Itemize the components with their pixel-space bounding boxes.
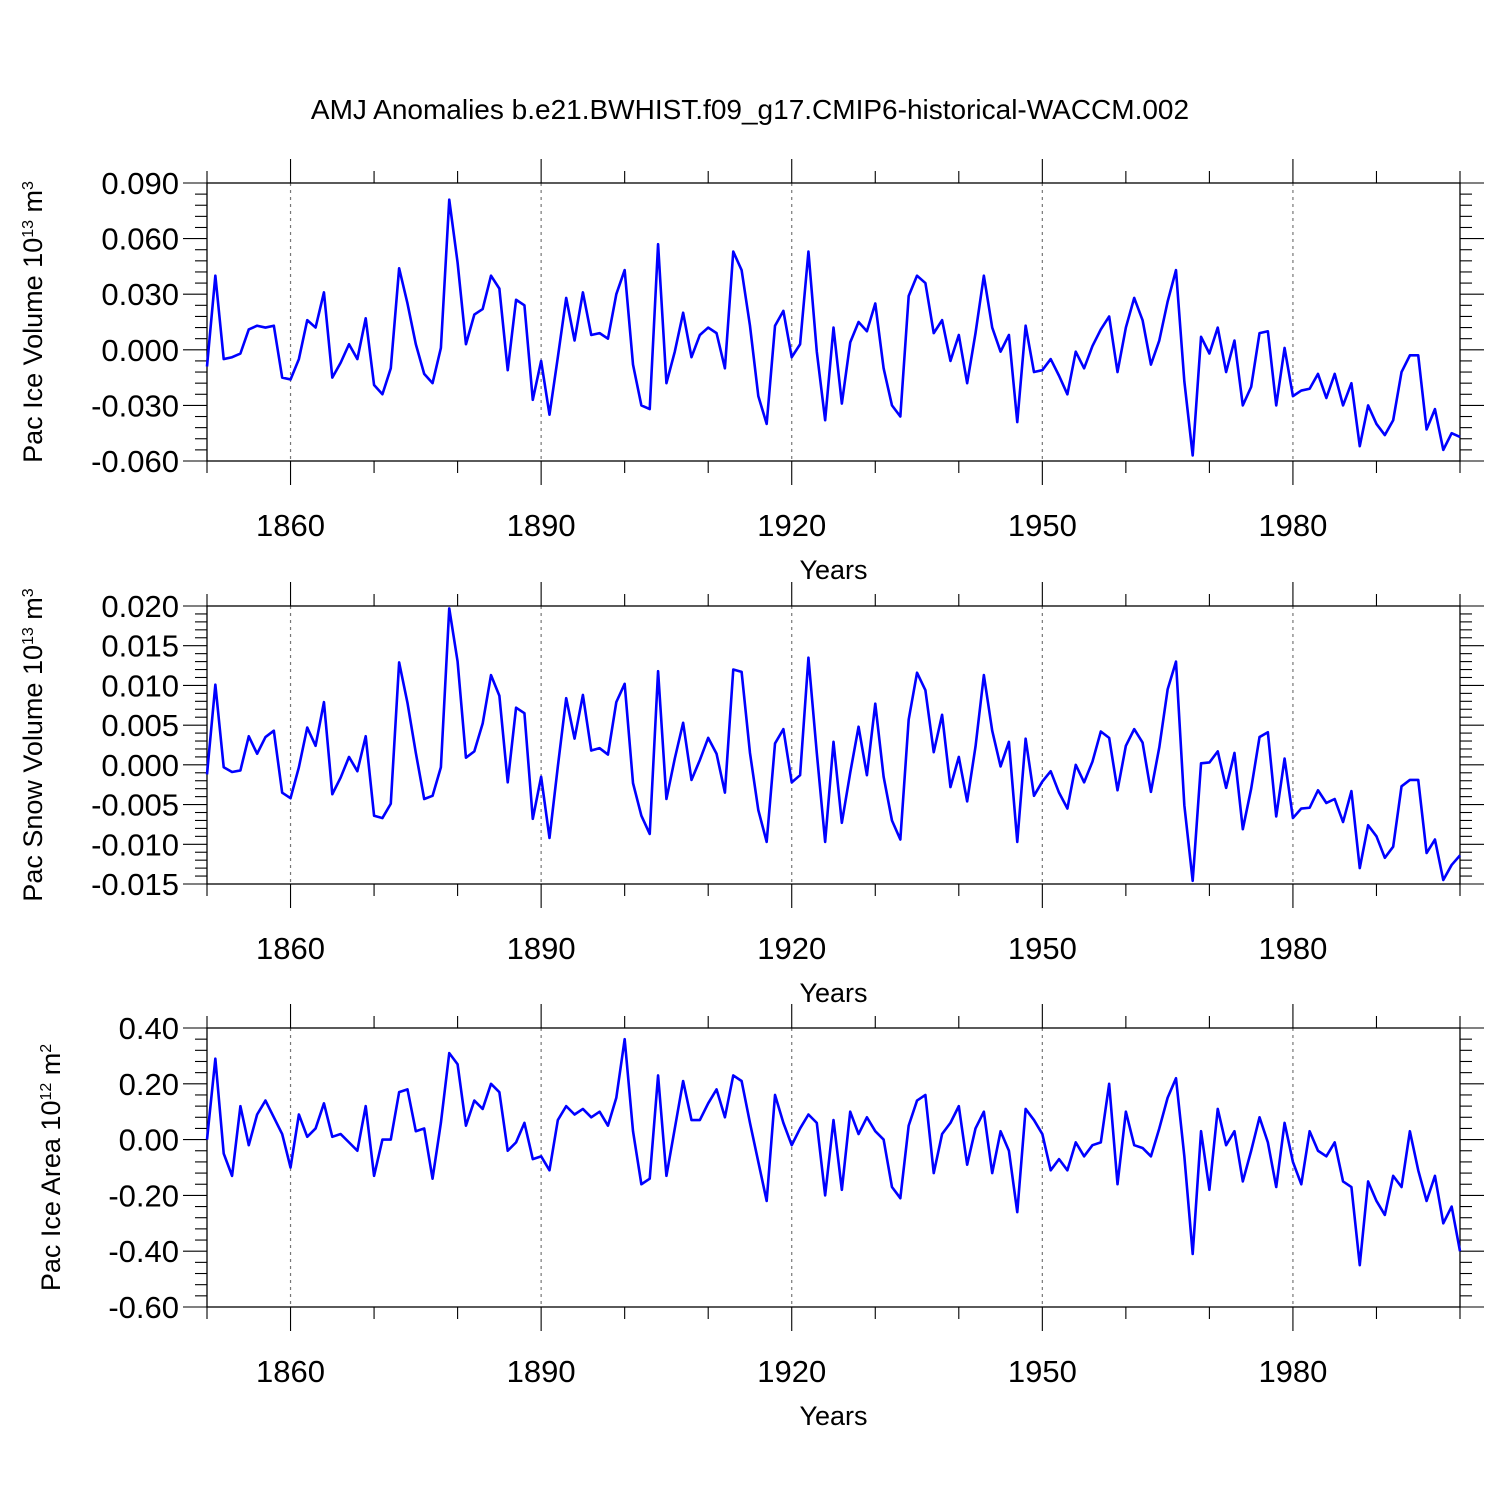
snow-volume-ytick-label: 0.020 (101, 589, 179, 624)
snow-volume-xtick-label: 1890 (507, 931, 576, 966)
ice-area-xtick-label: 1860 (256, 1354, 325, 1389)
ice-area-ytick-label: 0.00 (119, 1123, 179, 1158)
ice-area-x-axis-label: Years (799, 1401, 867, 1431)
ice-area-xtick-label: 1950 (1008, 1354, 1077, 1389)
ice-area-ytick-label: -0.40 (108, 1234, 179, 1269)
snow-volume-ytick-label: -0.005 (91, 788, 179, 823)
ice-area-xtick-label: 1980 (1258, 1354, 1327, 1389)
ice-area-panel: -0.60 -0.40 -0.20 0.00 0.20 0.40 1860 1890 1920 1… (36, 1004, 1484, 1431)
snow-volume-xtick-label: 1980 (1258, 931, 1327, 966)
ice-area-plot-frame (206, 1027, 1461, 1308)
ice-volume-x-axis-label: Years (799, 555, 867, 585)
ice-area-ytick-label: -0.20 (108, 1178, 179, 1213)
ice-volume-xtick-label: 1920 (757, 508, 826, 543)
ice-area-xtick-label: 1890 (507, 1354, 576, 1389)
snow-volume-ytick-label: 0.005 (101, 708, 179, 743)
ice-volume-ytick-label: 0.000 (101, 333, 179, 368)
ice-volume-panel: -0.060 -0.030 0.000 0.030 0.060 0.090 1860 1890… (18, 159, 1484, 585)
ice-area-series-line (205, 1037, 1462, 1267)
snow-volume-ytick-label: 0.015 (101, 629, 179, 664)
ice-area-ytick-label: 0.40 (119, 1011, 179, 1046)
ice-volume-xtick-label: 1860 (256, 508, 325, 543)
snow-volume-plot-frame (206, 605, 1461, 885)
ice-volume-y-axis-label: Pac Ice Volume 1013 m3 (18, 181, 48, 463)
ice-area-ytick-label: -0.60 (108, 1290, 179, 1325)
ice-volume-plot-frame (206, 182, 1461, 462)
snow-volume-ytick-label: -0.010 (91, 827, 179, 862)
snow-volume-ytick-label: 0.000 (101, 748, 179, 783)
ice-volume-series-line (205, 198, 1461, 457)
ice-volume-ytick-label: 0.090 (101, 166, 179, 201)
ice-volume-ytick-label: -0.060 (91, 444, 179, 479)
snow-volume-ytick-label: 0.010 (101, 668, 179, 703)
panels: -0.060 -0.030 0.000 0.030 0.060 0.090 1860 1890… (18, 159, 1484, 1431)
ice-volume-ytick-label: 0.060 (101, 222, 179, 257)
ice-volume-ytick-label: -0.030 (91, 388, 179, 423)
figure-title: AMJ Anomalies b.e21.BWHIST.f09_g17.CMIP6… (311, 94, 1189, 125)
ice-area-ytick-label: 0.20 (119, 1067, 179, 1102)
snow-volume-xtick-label: 1950 (1008, 931, 1077, 966)
snow-volume-ytick-label: -0.015 (91, 867, 179, 902)
ice-volume-ytick-label: 0.030 (101, 277, 179, 312)
snow-volume-x-axis-label: Years (799, 978, 867, 1008)
ice-area-y-axis-label: Pac Ice Area 1012 m2 (36, 1044, 66, 1291)
ice-volume-xtick-label: 1950 (1008, 508, 1077, 543)
ice-volume-xtick-label: 1890 (507, 508, 576, 543)
ice-volume-xtick-label: 1980 (1258, 508, 1327, 543)
snow-volume-panel: -0.015 -0.010 -0.005 0.000 0.005 0.010 0.015 0.… (18, 582, 1484, 1008)
snow-volume-series-line (205, 607, 1461, 883)
snow-volume-xtick-label: 1920 (757, 931, 826, 966)
ice-area-xtick-label: 1920 (757, 1354, 826, 1389)
snow-volume-y-axis-label: Pac Snow Volume 1013 m3 (18, 588, 48, 901)
snow-volume-xtick-label: 1860 (256, 931, 325, 966)
